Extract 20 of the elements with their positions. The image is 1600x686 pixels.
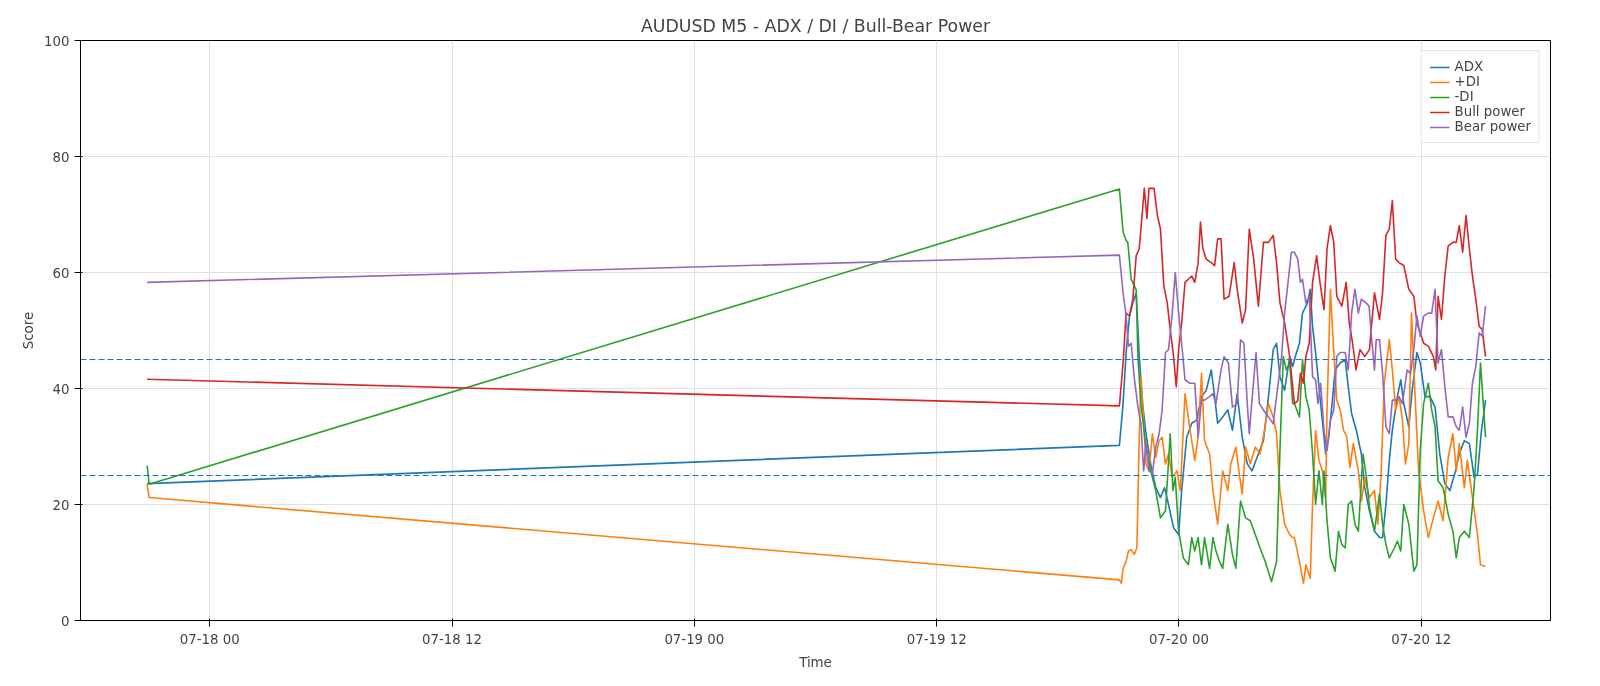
chart-title: AUDUSD M5 - ADX / DI / Bull-Bear Power [640, 15, 991, 36]
x-tick-label: 07-20 12 [1391, 631, 1452, 647]
y-tick-label: 0 [61, 613, 70, 629]
y-tick-label: 40 [52, 381, 70, 397]
y-tick-label: 80 [52, 149, 70, 165]
y-tick-label: 60 [52, 265, 70, 281]
x-axis-title: Time [798, 654, 832, 670]
y-axis-title: Score [21, 311, 37, 350]
y-tick-label: 20 [52, 497, 70, 513]
legend-label: +DI [1454, 74, 1480, 89]
x-tick-label: 07-18 12 [422, 631, 483, 647]
x-tick-label: 07-19 12 [906, 631, 967, 647]
legend-label: ADX [1454, 59, 1484, 74]
y-tick-label: 100 [44, 33, 70, 49]
x-tick-label: 07-19 00 [664, 631, 725, 647]
x-tick-label: 07-20 00 [1149, 631, 1209, 647]
legend-label: Bull power [1454, 104, 1525, 119]
x-tick-label: 07-18 00 [179, 631, 240, 647]
legend-label: Bear power [1454, 119, 1531, 134]
legend-label: -DI [1454, 89, 1475, 104]
